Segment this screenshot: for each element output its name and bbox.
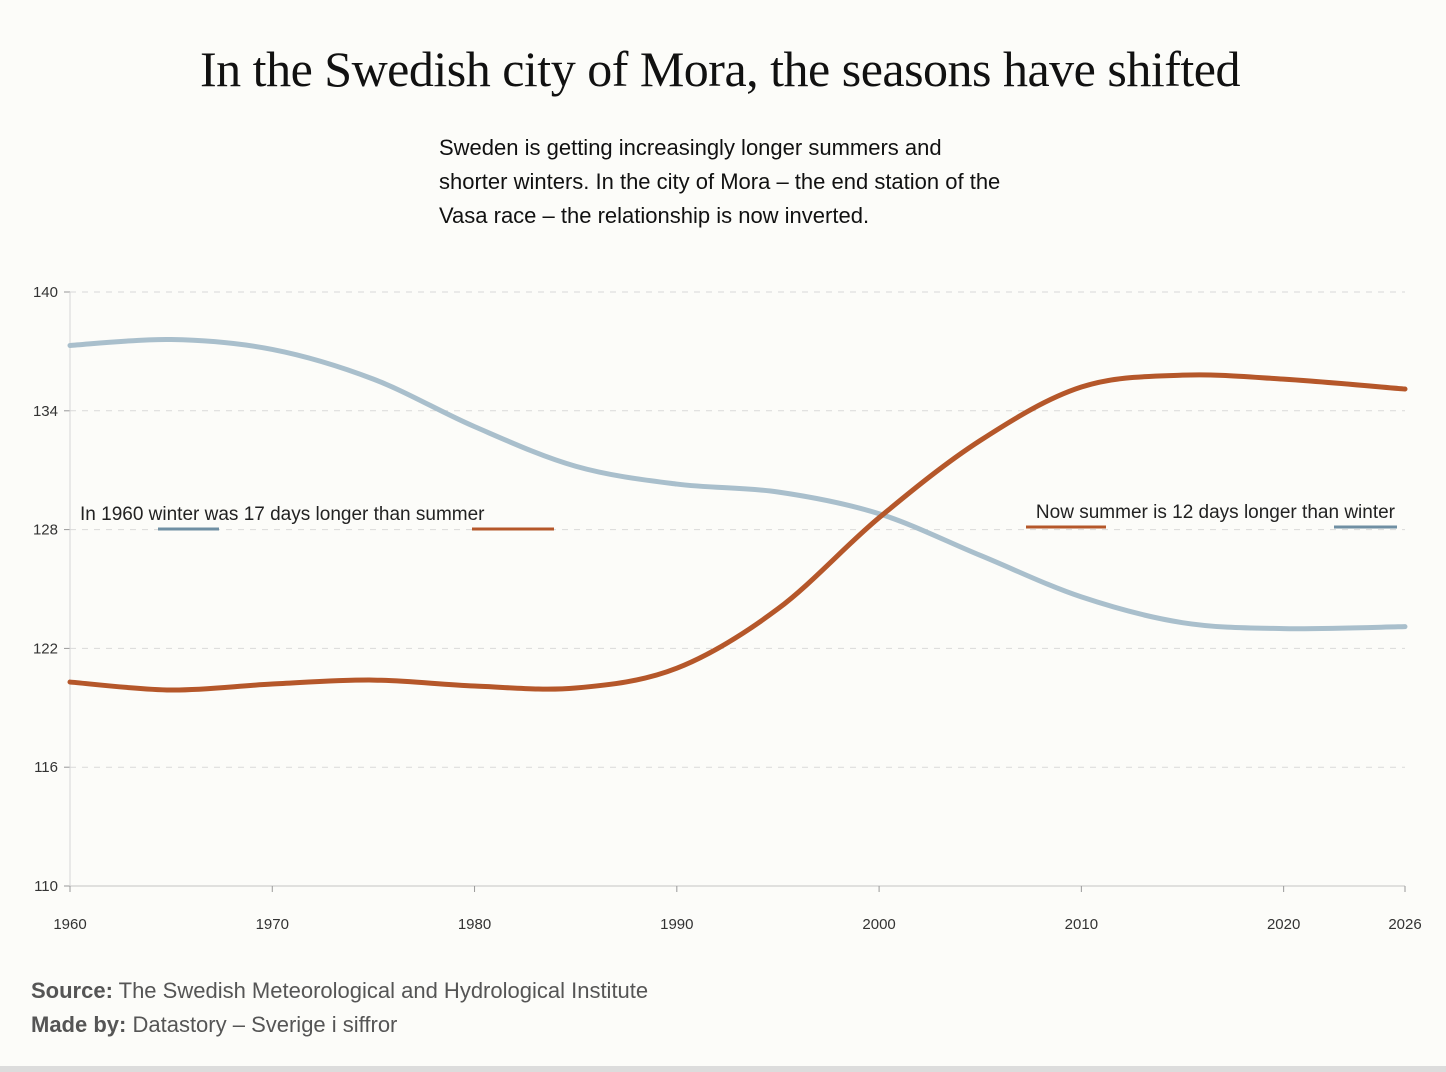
x-tick-label: 2020 bbox=[1267, 916, 1300, 933]
subtitle-line: shorter winters. In the city of Mora – t… bbox=[439, 169, 1001, 194]
annotation-left-middle: was 17 days longer than bbox=[199, 504, 416, 525]
madeby-label: Made by: bbox=[31, 1012, 127, 1037]
madeby-text: Datastory – Sverige i siffror bbox=[126, 1012, 398, 1037]
y-tick-label: 116 bbox=[34, 759, 58, 776]
x-tick-label: 1980 bbox=[458, 916, 491, 933]
y-tick-label: 140 bbox=[33, 284, 58, 301]
annotation-left: In 1960 winter was 17 days longer than s… bbox=[80, 504, 485, 525]
y-tick-label: 122 bbox=[33, 640, 58, 657]
grid-lines bbox=[70, 291, 1405, 768]
x-tick-label: 1960 bbox=[53, 916, 86, 933]
annotation-right-middle: is 12 days longer than bbox=[1148, 502, 1344, 523]
footer: Source: The Swedish Meteorological and H… bbox=[31, 974, 648, 1042]
subtitle-line: Sweden is getting increasingly longer su… bbox=[439, 135, 942, 160]
series-line-summer bbox=[67, 372, 1408, 693]
madeby-line: Made by: Datastory – Sverige i siffror bbox=[31, 1008, 648, 1042]
series-lines bbox=[67, 336, 1408, 693]
source-text: The Swedish Meteorological and Hydrologi… bbox=[112, 978, 649, 1003]
x-tick-label: 2026 bbox=[1388, 916, 1421, 933]
series-line-winter bbox=[67, 336, 1408, 632]
source-line: Source: The Swedish Meteorological and H… bbox=[31, 974, 648, 1008]
axes: 110 116 122 128 134 140 1960 1970 1980 1990 2000 20… bbox=[33, 284, 1422, 933]
x-tick-label: 2010 bbox=[1065, 916, 1098, 933]
chart-subtitle: Sweden is getting increasingly longer su… bbox=[439, 131, 1119, 233]
x-tick-label: 1990 bbox=[660, 916, 693, 933]
annotation-right-term2: winter bbox=[1343, 502, 1395, 523]
source-label: Source: bbox=[31, 978, 113, 1003]
chart-title: In the Swedish city of Mora, the seasons… bbox=[200, 41, 1240, 97]
annotation-right: Now summer is 12 days longer than winter bbox=[1036, 502, 1396, 523]
x-tick-label: 1970 bbox=[256, 916, 289, 933]
subtitle-line: Vasa race – the relationship is now inve… bbox=[439, 203, 870, 228]
annotation-right-prefix: Now bbox=[1036, 502, 1079, 523]
line-chart: 110 116 122 128 134 140 1960 1970 1980 1990 2000 20… bbox=[33, 284, 1422, 933]
annotation-right-term1: summer bbox=[1079, 502, 1148, 523]
y-tick-label: 110 bbox=[34, 878, 58, 895]
x-tick-label: 2000 bbox=[862, 916, 895, 933]
annotations: In 1960 winter was 17 days longer than s… bbox=[80, 502, 1397, 531]
y-tick-label: 134 bbox=[33, 403, 58, 420]
annotation-left-term2: summer bbox=[416, 504, 485, 525]
annotation-left-term1: winter bbox=[148, 504, 200, 525]
y-tick-label: 128 bbox=[33, 522, 58, 539]
annotation-left-prefix: In 1960 bbox=[80, 504, 149, 525]
